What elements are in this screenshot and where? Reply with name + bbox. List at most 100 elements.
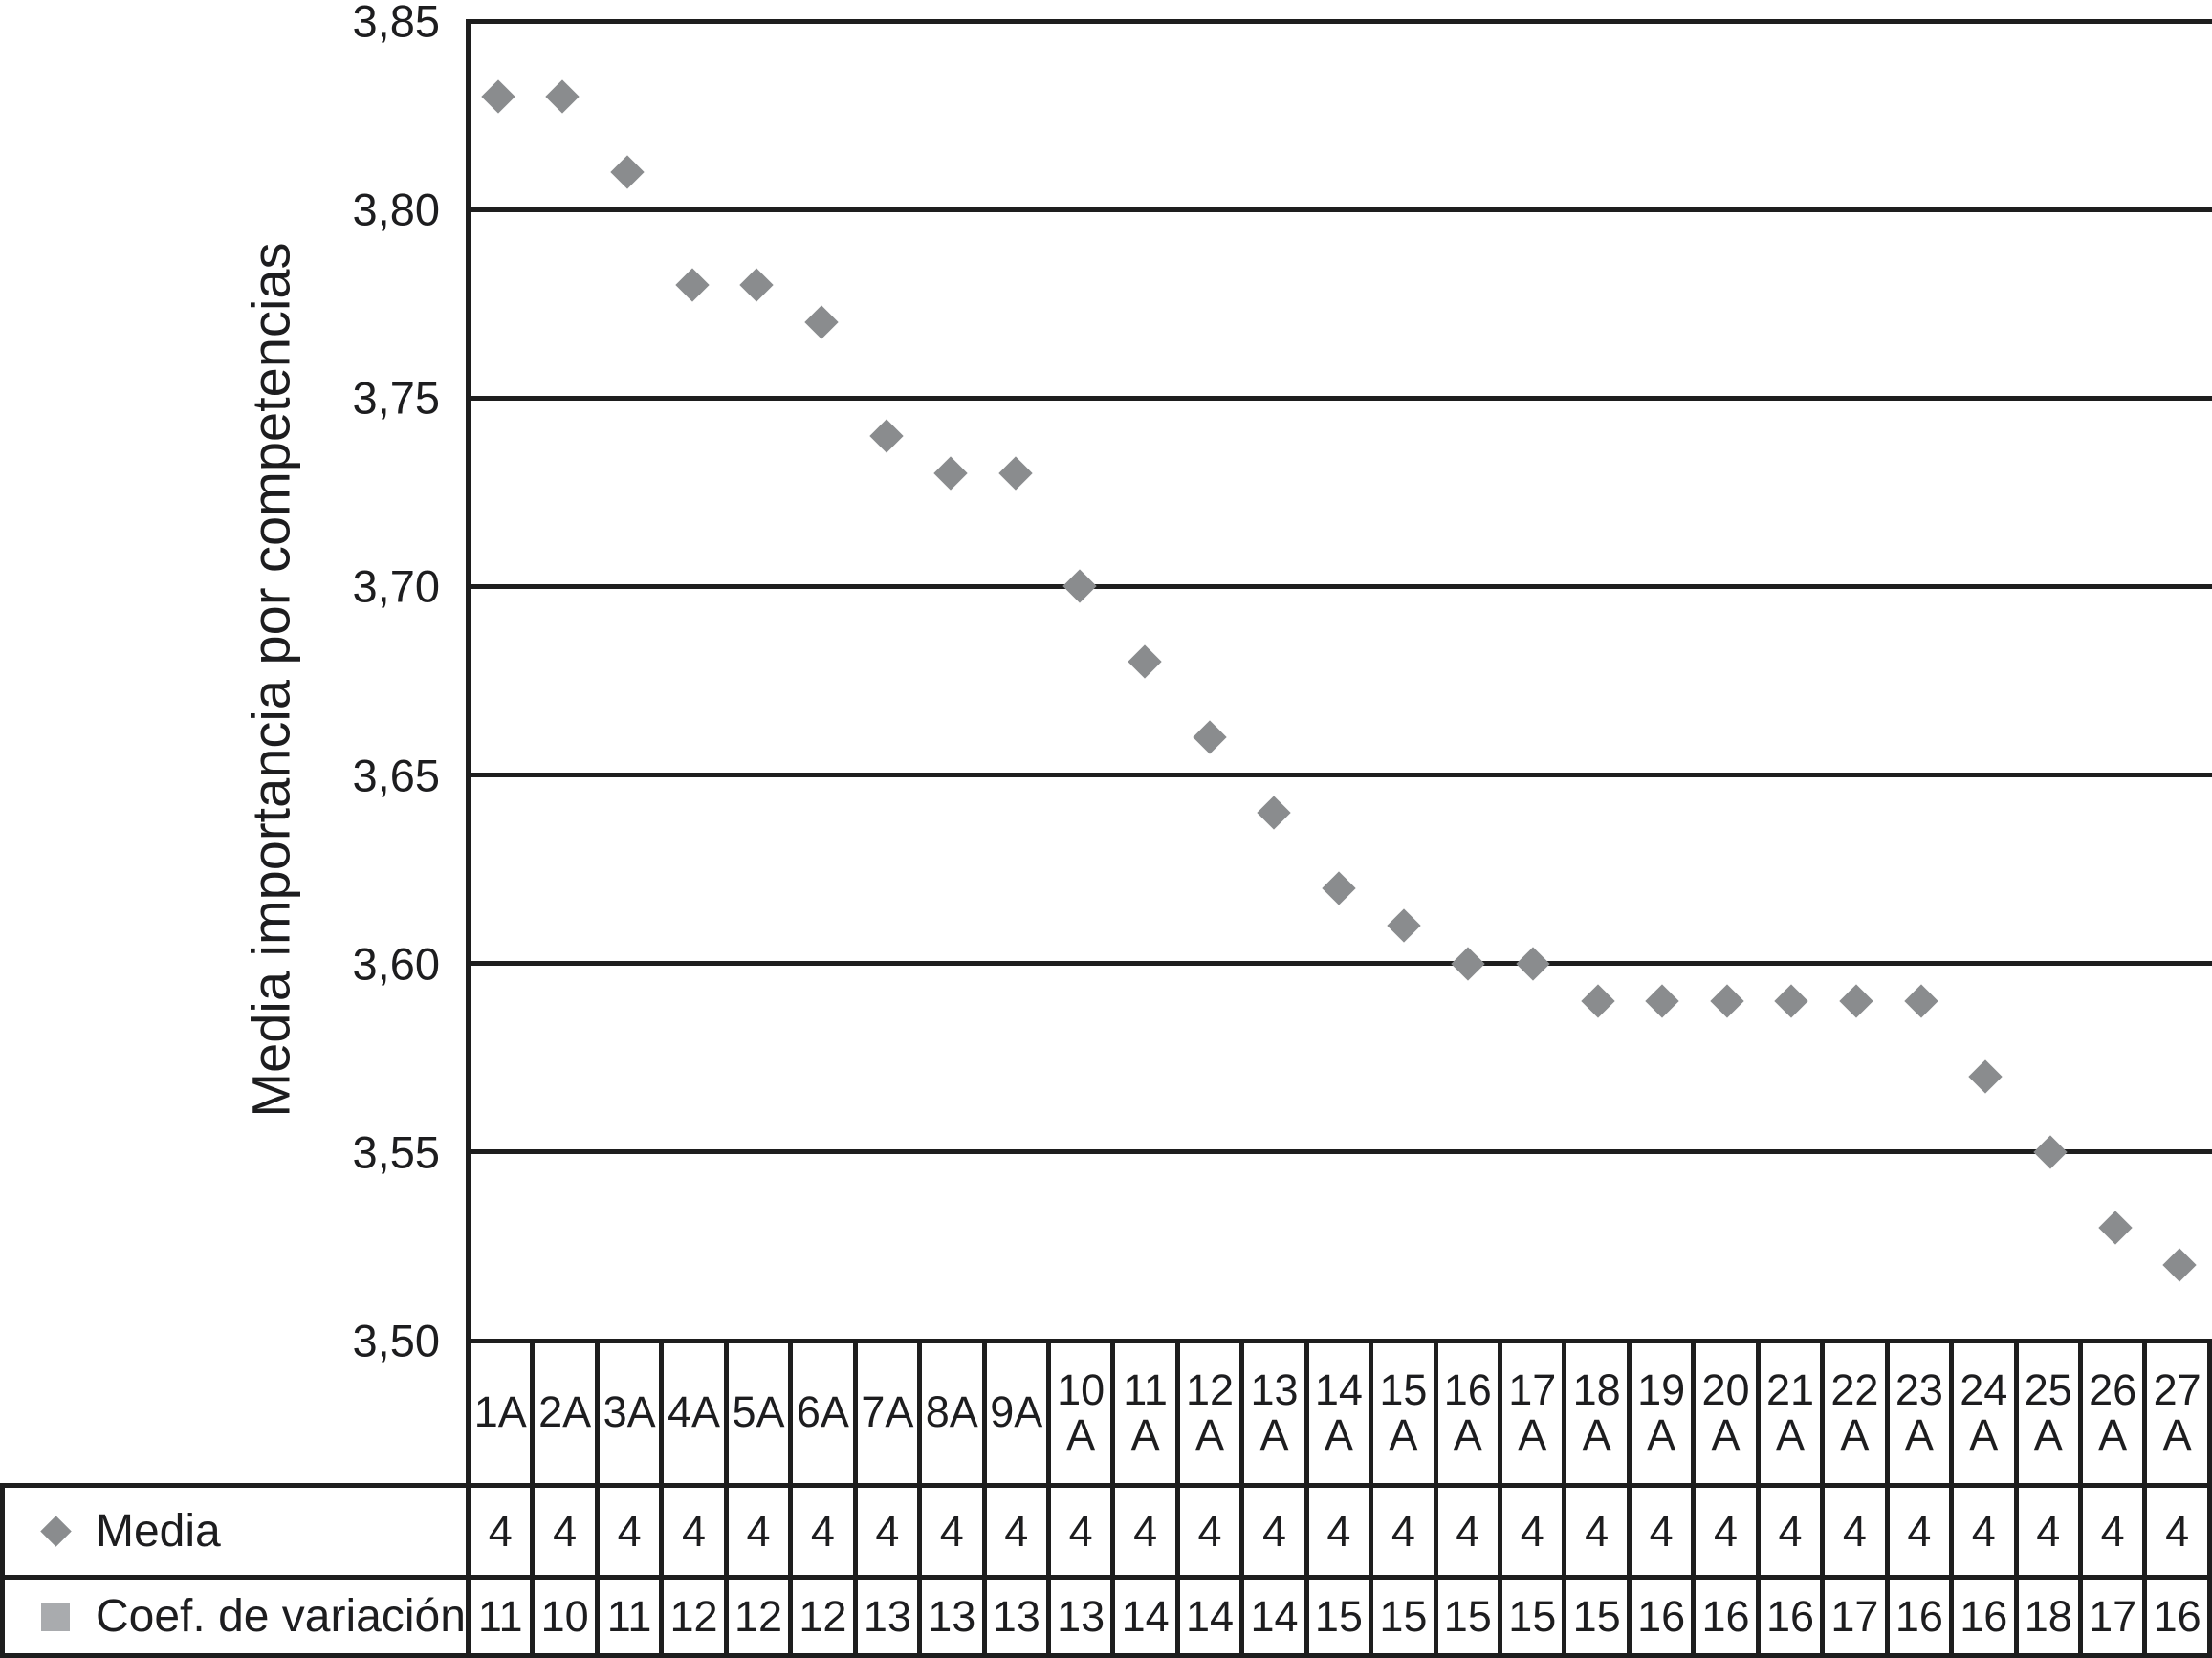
media-value-cell: 4 <box>1110 1488 1174 1575</box>
data-point-diamond <box>545 79 580 114</box>
coef-value-cell: 18 <box>2013 1580 2078 1653</box>
gridline <box>466 773 2212 778</box>
coef-row: Coef. de variación 11 10 11 12 12 12 13 13 13 13 1… <box>0 1575 2212 1658</box>
data-point-diamond <box>2033 1135 2068 1169</box>
media-value-cell: 4 <box>2142 1488 2212 1575</box>
category-label: 8A <box>917 1342 981 1483</box>
media-value-cell: 4 <box>1239 1488 1303 1575</box>
coef-value-cell: 14 <box>1174 1580 1239 1653</box>
media-value-cell: 4 <box>659 1488 723 1575</box>
data-point-diamond <box>1516 947 1550 981</box>
coef-value-cell: 15 <box>1433 1580 1498 1653</box>
coef-value-cell: 15 <box>1369 1580 1433 1653</box>
media-value-cell: 4 <box>466 1488 530 1575</box>
category-label: 19 A <box>1626 1342 1691 1483</box>
gridline <box>466 1149 2212 1155</box>
category-label: 1A <box>466 1342 530 1483</box>
coef-value-cell: 15 <box>1562 1580 1626 1653</box>
gridline <box>466 207 2212 212</box>
gridline <box>466 395 2212 401</box>
y-tick-label: 3,60 <box>352 938 440 990</box>
data-point-diamond <box>1968 1059 2003 1094</box>
media-diamond-icon <box>40 1516 72 1547</box>
category-label: 5A <box>723 1342 788 1483</box>
category-label: 21 A <box>1755 1342 1820 1483</box>
coef-value-cell: 11 <box>594 1580 659 1653</box>
category-label: 17 A <box>1498 1342 1562 1483</box>
category-label: 16 A <box>1433 1342 1498 1483</box>
category-label: 20 A <box>1691 1342 1755 1483</box>
category-label: 25 A <box>2013 1342 2078 1483</box>
coef-series-label: Coef. de variación <box>96 1591 466 1642</box>
media-value-cell: 4 <box>2013 1488 2078 1575</box>
data-point-diamond <box>1451 947 1485 981</box>
media-value-cell: 4 <box>1498 1488 1562 1575</box>
y-tick-label: 3,55 <box>352 1126 440 1178</box>
y-tick-label: 3,85 <box>352 0 440 47</box>
media-value-cell: 4 <box>1949 1488 2013 1575</box>
coef-value-cell: 13 <box>917 1580 981 1653</box>
coef-value-cell: 14 <box>1239 1580 1303 1653</box>
legend-coef: Coef. de variación <box>0 1580 466 1653</box>
coef-value-cell: 14 <box>1110 1580 1174 1653</box>
category-label: 6A <box>788 1342 852 1483</box>
coef-value-cell: 16 <box>2142 1580 2212 1653</box>
media-value-cell: 4 <box>1755 1488 1820 1575</box>
media-value-cell: 4 <box>594 1488 659 1575</box>
y-tick-label: 3,80 <box>352 184 440 235</box>
media-value-cell: 4 <box>1626 1488 1691 1575</box>
category-header-row: 1A 2A 3A 4A 5A 6A 7A 8A 9A 10 A 11 A 12 A 13 A 14 A 15 A 16 A 1… <box>466 1342 2212 1483</box>
y-axis-line <box>466 19 471 1342</box>
media-value-cell: 4 <box>1433 1488 1498 1575</box>
media-series-label: Media <box>96 1506 221 1557</box>
category-label: 18 A <box>1562 1342 1626 1483</box>
coef-value-cell: 16 <box>1691 1580 1755 1653</box>
gridline <box>466 583 2212 589</box>
data-point-diamond <box>1839 984 1873 1018</box>
coef-value-cell: 17 <box>1820 1580 1884 1653</box>
coef-value-cell: 16 <box>1949 1580 2013 1653</box>
category-label: 22 A <box>1820 1342 1884 1483</box>
coef-value-cell: 12 <box>788 1580 852 1653</box>
coef-value-cell: 12 <box>723 1580 788 1653</box>
category-label: 12 A <box>1174 1342 1239 1483</box>
coef-value-cell: 16 <box>1755 1580 1820 1653</box>
data-point-diamond <box>1903 984 1938 1018</box>
media-value-cell: 4 <box>1045 1488 1110 1575</box>
coef-value-cell: 16 <box>1884 1580 1949 1653</box>
media-value-cell: 4 <box>917 1488 981 1575</box>
coef-value-cell: 16 <box>1626 1580 1691 1653</box>
media-value-cell: 4 <box>1562 1488 1626 1575</box>
y-tick-label: 3,75 <box>352 372 440 424</box>
category-label: 15 A <box>1369 1342 1433 1483</box>
category-label: 26 A <box>2077 1342 2142 1483</box>
data-point-diamond <box>610 155 645 189</box>
data-point-diamond <box>481 79 515 114</box>
coef-value-cell: 15 <box>1498 1580 1562 1653</box>
coef-value-cell: 17 <box>2077 1580 2142 1653</box>
y-tick-label: 3,70 <box>352 560 440 612</box>
media-value-cell: 4 <box>723 1488 788 1575</box>
legend-media: Media <box>0 1488 466 1575</box>
data-point-diamond <box>1774 984 1809 1018</box>
category-label: 13 A <box>1239 1342 1303 1483</box>
gridline <box>466 961 2212 967</box>
category-label: 9A <box>981 1342 1046 1483</box>
data-point-diamond <box>868 419 904 453</box>
coef-value-cell: 13 <box>981 1580 1046 1653</box>
data-point-diamond <box>739 268 775 302</box>
coef-value-cell: 12 <box>659 1580 723 1653</box>
data-point-diamond <box>1580 984 1615 1018</box>
gridline <box>466 1338 2212 1343</box>
media-value-cell: 4 <box>981 1488 1046 1575</box>
coef-value-cell: 15 <box>1303 1580 1369 1653</box>
media-value-cell: 4 <box>2077 1488 2142 1575</box>
y-tick-label: 3,50 <box>352 1315 440 1366</box>
data-point-diamond <box>1386 908 1421 943</box>
data-point-diamond <box>1062 569 1098 604</box>
category-label: 4A <box>659 1342 723 1483</box>
